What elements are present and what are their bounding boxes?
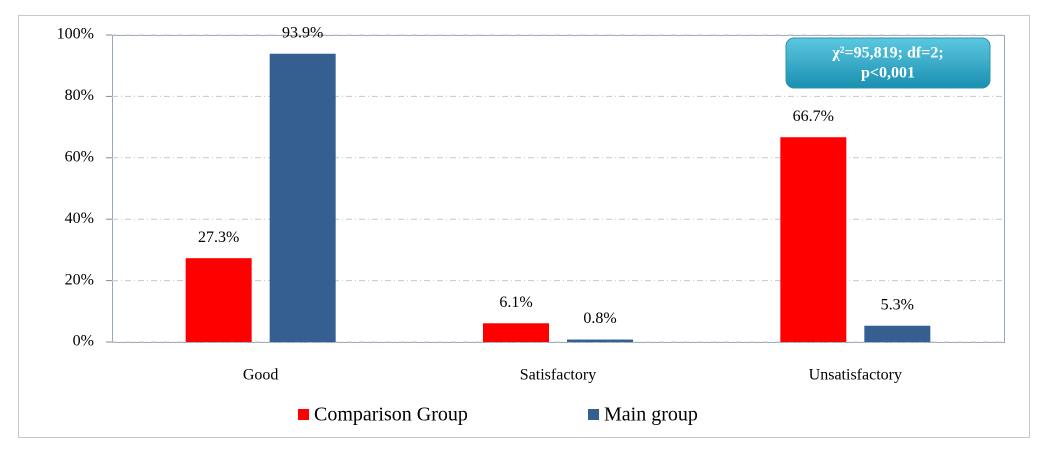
- annotation-box: [785, 37, 991, 89]
- bar: [483, 323, 549, 342]
- annotation: p<0,001: [861, 65, 915, 82]
- y-tick-label: 20%: [65, 271, 94, 288]
- y-tick-label: 80%: [65, 87, 94, 104]
- annotation: χ²=95,819; df=2;: [831, 45, 943, 62]
- bar: [567, 339, 633, 342]
- value-label: 6.1%: [499, 294, 532, 311]
- y-tick-label: 100%: [57, 26, 94, 43]
- bar: [269, 53, 336, 343]
- y-tick-label: 40%: [65, 210, 94, 227]
- x-tick-label: Good: [243, 367, 279, 384]
- bar: [864, 325, 931, 342]
- bar: [780, 137, 847, 342]
- value-label: 27.3%: [198, 229, 239, 246]
- legend-label: Comparison Group: [314, 404, 468, 426]
- value-label: 66.7%: [793, 108, 834, 125]
- value-label: 0.8%: [583, 310, 616, 327]
- bar: [185, 258, 252, 342]
- y-tick-label: 0%: [73, 333, 94, 350]
- x-tick-label: Satisfactory: [520, 367, 596, 384]
- y-tick-label: 60%: [65, 148, 94, 165]
- x-tick-label: Unsatisfactory: [809, 367, 902, 384]
- legend-swatch: [588, 409, 599, 420]
- legend-swatch: [298, 409, 309, 420]
- value-label: 93.9%: [282, 24, 323, 41]
- value-label: 5.3%: [881, 296, 914, 313]
- legend-label: Main group: [604, 404, 698, 426]
